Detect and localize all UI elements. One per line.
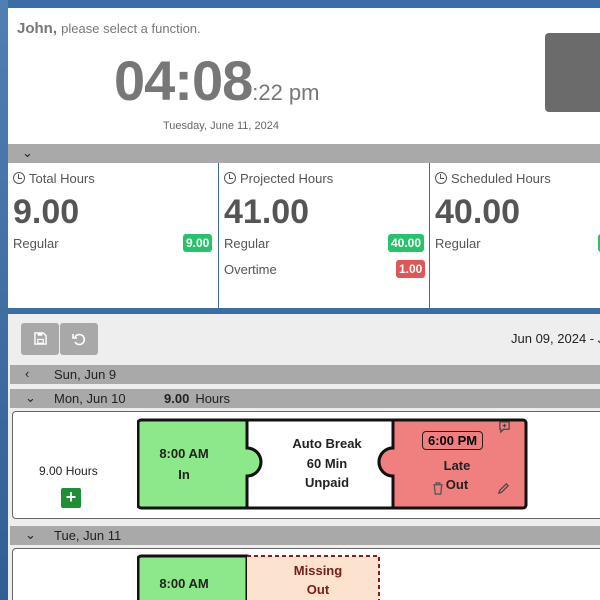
- badge-overtime: 1.00: [396, 260, 426, 278]
- day-hours-unit: Hours: [195, 391, 230, 406]
- save-icon: [33, 332, 47, 345]
- edit-pencil-icon[interactable]: [497, 482, 510, 498]
- card-title: Projected Hours: [224, 171, 333, 186]
- greeting: John, please select a function.: [17, 20, 201, 37]
- save-button[interactable]: [21, 323, 59, 355]
- current-date: Tuesday, June 11, 2024: [163, 120, 279, 132]
- day-label: Mon, Jun 10: [54, 391, 126, 406]
- clock: 04:08:22 pm: [114, 48, 320, 113]
- punch-out-time[interactable]: 6:00 PM: [422, 431, 484, 450]
- card-title: Total Hours: [13, 171, 95, 186]
- summary-cards: Total Hours 9.00 Regular 9.00 Projected …: [8, 163, 600, 308]
- badge-regular: [598, 234, 600, 252]
- day-row-mon: 9.00 Hours + 8:00 AM In Auto Break 60 Mi…: [12, 411, 600, 519]
- clock-icon: [13, 172, 25, 184]
- user-name: John,: [17, 20, 57, 37]
- header-panel: John, please select a function. 04:08:22…: [8, 8, 600, 144]
- day-label: Sun, Jun 9: [54, 367, 117, 382]
- clock-icon: [224, 172, 236, 184]
- punch-in-piece: [137, 554, 249, 600]
- break-line-1: Auto Break: [292, 436, 362, 451]
- trash-icon[interactable]: [432, 482, 444, 498]
- card-total-hours: Total Hours 9.00 Regular 9.00: [8, 163, 219, 308]
- row-label-overtime: Overtime: [224, 262, 277, 277]
- card-title-text: Scheduled Hours: [451, 171, 551, 186]
- punch-puzzle: [137, 418, 528, 510]
- card-projected-hours: Projected Hours 41.00 Regular 40.00 Over…: [219, 163, 430, 308]
- row-label-regular: Regular: [224, 236, 270, 251]
- row-label-regular: Regular: [13, 236, 59, 251]
- day-label: Tue, Jun 11: [54, 528, 122, 543]
- day-row-tue: 8:00 AM Missing Out: [12, 548, 600, 600]
- week-range: Jun 09, 2024 - J: [511, 331, 600, 346]
- card-scheduled-hours: Scheduled Hours 40.00 Regular: [430, 163, 600, 308]
- missing-out-piece: [247, 555, 380, 600]
- card-title-text: Total Hours: [29, 171, 95, 186]
- missing-line-2: Out: [306, 582, 330, 597]
- card-value: 9.00: [13, 193, 80, 231]
- clock-seconds: :22 pm: [252, 80, 320, 105]
- punch-in-label: In: [178, 467, 190, 482]
- undo-button[interactable]: [60, 323, 98, 355]
- chevron-left-icon[interactable]: ‹: [25, 366, 30, 381]
- user-photo: [545, 33, 600, 112]
- chevron-down-icon[interactable]: ⌄: [22, 145, 33, 160]
- day-header-tue[interactable]: ⌄ Tue, Jun 11: [10, 526, 600, 545]
- day-hours-summary: 9.00 Hours: [164, 391, 230, 406]
- break-line-2: 60 Min: [306, 456, 348, 471]
- punch-in-time[interactable]: 8:00 AM: [159, 446, 209, 461]
- day-hours-value: 9.00: [164, 391, 190, 406]
- punch-puzzle-tue: [137, 554, 380, 600]
- punch-in-piece: [137, 418, 263, 510]
- badge-regular: 40.00: [388, 234, 425, 252]
- card-value: 41.00: [224, 193, 310, 231]
- desktop-background: [0, 0, 8, 600]
- day-total-hours: 9.00 Hours: [39, 464, 98, 478]
- punch-in-time[interactable]: 8:00 AM: [159, 576, 209, 591]
- card-title-text: Projected Hours: [240, 171, 334, 186]
- clock-icon: [435, 172, 447, 184]
- day-header-sun[interactable]: ‹ Sun, Jun 9: [10, 365, 600, 384]
- punch-out-line-1: Late: [443, 458, 471, 473]
- missing-line-1: Missing: [293, 563, 343, 578]
- greeting-prompt: please select a function.: [61, 21, 201, 36]
- add-punch-button[interactable]: +: [61, 488, 81, 508]
- punch-out-line-2: Out: [445, 477, 469, 492]
- chevron-down-icon[interactable]: ⌄: [25, 527, 36, 542]
- undo-icon: [72, 333, 86, 346]
- day-header-mon[interactable]: ⌄ Mon, Jun 10 9.00 Hours: [10, 389, 600, 408]
- card-value: 40.00: [435, 193, 521, 231]
- punch-out-piece: [377, 418, 528, 510]
- week-panel: Jun 09, 2024 - J ‹ Sun, Jun 9 ⌄ Mon, Jun…: [8, 314, 600, 600]
- add-note-icon[interactable]: [498, 420, 511, 436]
- badge-regular: 9.00: [183, 234, 213, 252]
- break-line-3: Unpaid: [304, 475, 350, 490]
- clock-hours-minutes: 04:08: [114, 49, 253, 112]
- chevron-down-icon[interactable]: ⌄: [25, 390, 36, 405]
- summary-collapse-bar[interactable]: ⌄: [8, 144, 600, 163]
- row-label-regular: Regular: [435, 236, 481, 251]
- card-title: Scheduled Hours: [435, 171, 551, 186]
